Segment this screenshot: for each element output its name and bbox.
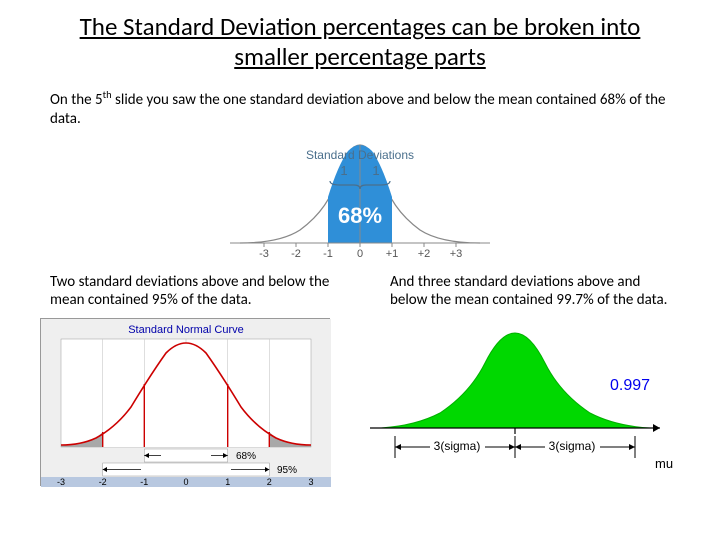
chart68-tick: -2 bbox=[291, 248, 301, 260]
chart95-tick: 3 bbox=[308, 477, 313, 487]
chart95-tick: -2 bbox=[99, 477, 107, 487]
intro-paragraph: On the 5th slide you saw the one standar… bbox=[0, 78, 720, 137]
chart68-bracket-right: 1 bbox=[372, 163, 379, 178]
chart68-tick: +2 bbox=[418, 248, 431, 260]
chart68-title: Standard Deviations bbox=[306, 148, 414, 162]
chart-68-percent: Standard Deviations 1 1 68% -3 -2 -1 0 +… bbox=[220, 135, 500, 265]
chart95-tick: -1 bbox=[140, 477, 148, 487]
chart95-label95: 95% bbox=[277, 465, 297, 476]
chart997-sigma-right: 3(sigma) bbox=[549, 439, 596, 453]
chart95-title: Standard Normal Curve bbox=[128, 324, 244, 336]
chart68-percent: 68% bbox=[338, 203, 382, 228]
chart68-bracket-left: 1 bbox=[340, 163, 347, 178]
chart95-tick: 1 bbox=[225, 477, 230, 487]
chart68-tick: -3 bbox=[259, 248, 269, 260]
intro-rest: slide you saw the one standard deviation… bbox=[50, 91, 665, 128]
text-95-percent: Two standard deviations above and below … bbox=[50, 273, 330, 311]
chart997-sigma-left: 3(sigma) bbox=[434, 439, 481, 453]
chart95-tick: 0 bbox=[183, 477, 188, 487]
chart68-tick: 0 bbox=[357, 248, 363, 260]
chart95-tick: -3 bbox=[57, 477, 65, 487]
chart997-mu: mu bbox=[655, 456, 673, 471]
chart95-label68: 68% bbox=[236, 451, 256, 462]
slide-title: The Standard Deviation percentages can b… bbox=[0, 0, 720, 78]
text-997-percent: And three standard deviations above and … bbox=[370, 273, 670, 311]
chart-95-percent: Standard Normal Curve bbox=[40, 318, 330, 486]
chart-997-percent: 0.997 3(sigma) 3(sigma) mu bbox=[360, 318, 660, 468]
intro-prefix: On the 5 bbox=[50, 91, 103, 109]
chart997-percent: 0.997 bbox=[610, 377, 650, 394]
chart68-tick: +3 bbox=[450, 248, 463, 260]
intro-sup: th bbox=[103, 88, 112, 101]
chart95-tick: 2 bbox=[267, 477, 272, 487]
chart68-tick: -1 bbox=[323, 248, 333, 260]
chart68-tick: +1 bbox=[386, 248, 399, 260]
